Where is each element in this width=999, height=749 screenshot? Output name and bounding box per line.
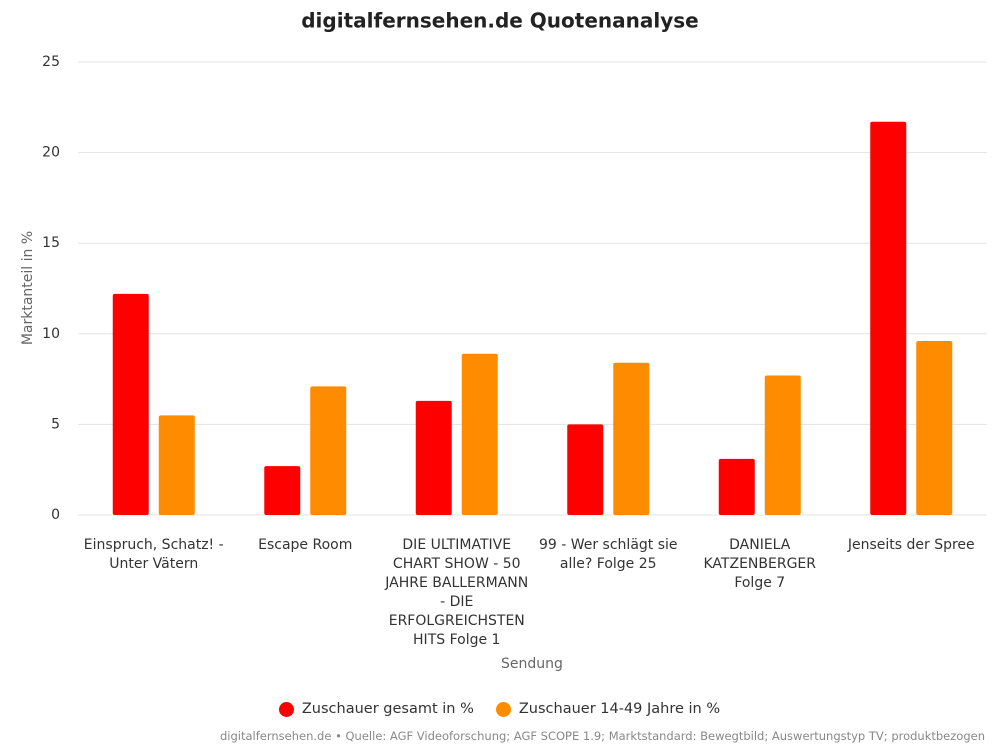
legend: Zuschauer gesamt in % Zuschauer 14-49 Jah… — [0, 701, 999, 717]
bar — [718, 458, 755, 515]
legend-label: Zuschauer 14-49 Jahre in % — [518, 701, 721, 717]
x-tick-label: Jenseits der Spree — [847, 537, 975, 553]
chart-title: digitalfernsehen.de Quotenanalyse — [301, 9, 699, 33]
y-tick-label: 15 — [42, 235, 60, 251]
x-tick-label: Einspruch, Schatz! - Unter Vätern — [83, 537, 224, 572]
legend-marker — [495, 701, 511, 717]
bar — [764, 375, 801, 515]
y-tick-label: 0 — [51, 507, 60, 523]
y-axis-label: Marktanteil in % — [20, 231, 36, 345]
x-tick-label: 99 - Wer schlägt sie alle? Folge 25 — [538, 537, 678, 572]
x-axis-label: Sendung — [501, 656, 563, 672]
legend-item: Zuschauer gesamt in % — [278, 701, 474, 717]
y-tick-label: 10 — [42, 326, 60, 342]
legend-marker — [278, 701, 294, 717]
bar — [158, 415, 195, 515]
y-tick-label: 20 — [42, 145, 60, 161]
bar — [415, 400, 452, 515]
bar — [112, 293, 149, 515]
bar — [567, 424, 604, 515]
x-tick-label: DANIELA KATZENBERGER Folge 7 — [703, 537, 817, 591]
legend-item: Zuschauer 14-49 Jahre in % — [495, 701, 721, 717]
x-tick-label: DIE ULTIMATIVE CHART SHOW - 50 JAHRE BAL… — [385, 537, 529, 648]
bar — [264, 466, 301, 515]
bar — [613, 362, 650, 515]
bar — [461, 353, 498, 515]
x-tick-label: Escape Room — [258, 537, 353, 553]
legend-label: Zuschauer gesamt in % — [301, 701, 474, 717]
source: digitalfernsehen.de • Quelle: AGF Videof… — [219, 729, 985, 743]
y-tick-label: 25 — [42, 54, 60, 70]
bar — [310, 386, 347, 515]
y-tick-label: 5 — [51, 416, 60, 432]
bar — [916, 341, 953, 515]
bar — [870, 121, 907, 516]
